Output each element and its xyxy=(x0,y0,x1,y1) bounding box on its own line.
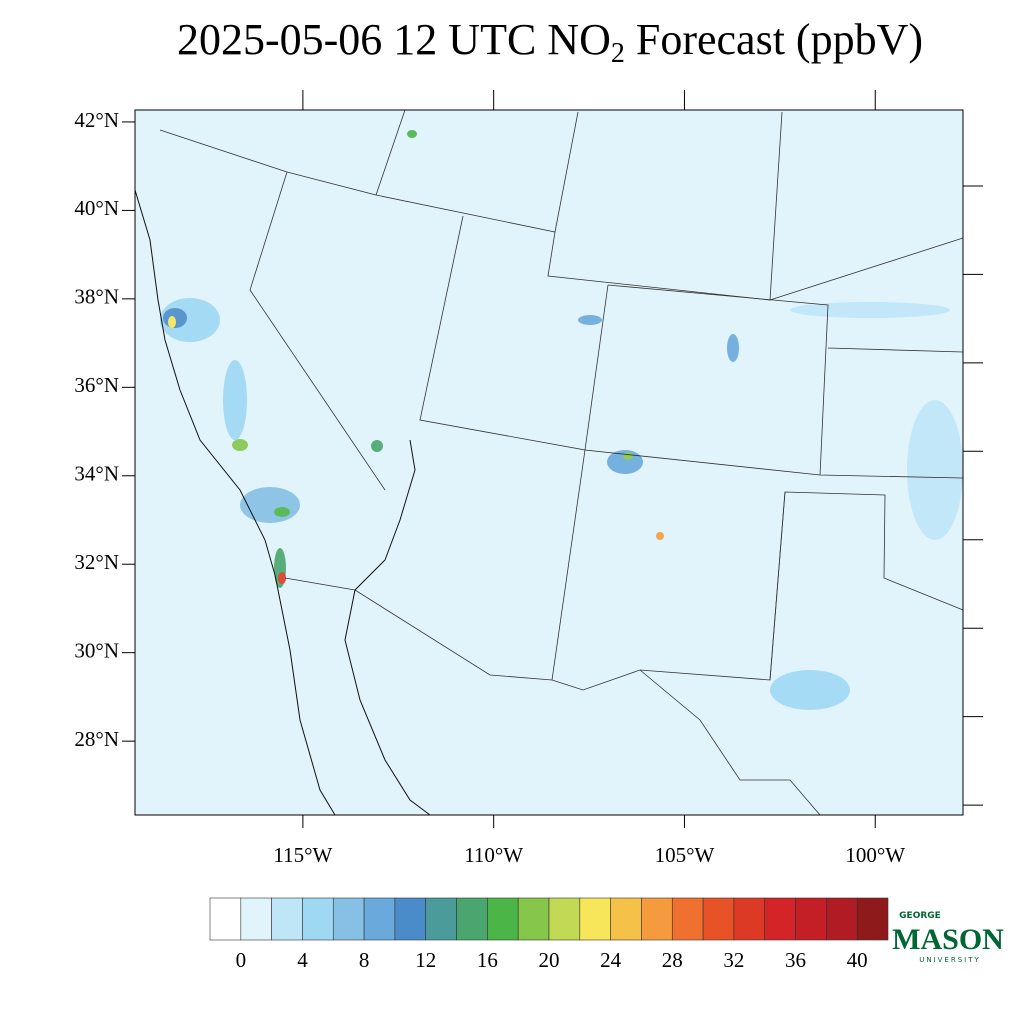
colorbar-box xyxy=(856,897,889,941)
colorbar-box xyxy=(271,897,303,941)
y-tick-label: 30°N xyxy=(74,638,119,662)
colorbar-box xyxy=(795,897,827,941)
x-tick-label: 105°W xyxy=(655,843,715,867)
colorbar-box xyxy=(579,897,611,941)
colorbar-box xyxy=(610,897,642,941)
y-tick-label: 42°N xyxy=(74,108,119,132)
x-tick-label: 100°W xyxy=(845,843,905,867)
colorbar-box xyxy=(702,897,735,941)
x-tick-label: 115°W xyxy=(273,843,332,867)
colorbar-tick-label: 4 xyxy=(297,948,308,972)
coastline xyxy=(134,189,431,816)
colorbar-tick-label: 36 xyxy=(785,948,806,972)
y-tick-label: 36°N xyxy=(74,373,119,397)
colorbar-box xyxy=(487,897,519,941)
colorbar-box xyxy=(240,897,272,941)
colorbar-tick-label: 20 xyxy=(539,948,560,972)
y-tick-label: 28°N xyxy=(74,727,119,751)
state-boundaries xyxy=(159,109,964,816)
colorbar-tick-label: 28 xyxy=(662,948,683,972)
colorbar-box xyxy=(548,897,581,941)
colorbar-box xyxy=(302,897,334,941)
y-tick-label: 32°N xyxy=(74,550,119,574)
logo-main: MASON xyxy=(892,923,1004,956)
colorbar-box xyxy=(425,897,457,941)
colorbar-tick-label: 32 xyxy=(723,948,744,972)
title-subscript: 2 xyxy=(611,38,625,69)
colorbar-box xyxy=(826,897,858,941)
colorbar-box xyxy=(332,897,365,941)
colorbar-tick-label: 24 xyxy=(600,948,622,972)
title: 2025-05-06 12 UTC NO2 Forecast (ppbV) xyxy=(177,15,923,69)
colorbar-box xyxy=(671,897,704,941)
y-tick-label: 40°N xyxy=(74,196,119,220)
colorbar-box xyxy=(733,897,766,941)
colorbar-tick-label: 12 xyxy=(415,948,436,972)
plumes xyxy=(160,130,963,710)
title-text: Forecast (ppbV) xyxy=(625,15,923,64)
colorbar-box xyxy=(641,897,673,941)
colorbar-tick-label: 16 xyxy=(477,948,498,972)
y-tick-label: 38°N xyxy=(74,285,119,309)
colorbar-box xyxy=(456,897,488,941)
logo-bottom: UNIVERSITY xyxy=(919,956,981,964)
colorbar-box xyxy=(363,897,396,941)
colorbar-box xyxy=(764,897,796,941)
y-tick-label: 34°N xyxy=(74,462,119,486)
colorbar-tick-label: 40 xyxy=(847,948,868,972)
colorbar-tick-label: 0 xyxy=(236,948,247,972)
colorbar-box xyxy=(517,897,550,941)
colorbar-box xyxy=(209,897,242,941)
colorbar-tick-label: 8 xyxy=(359,948,370,972)
colorbar-box xyxy=(394,897,427,941)
x-tick-label: 110°W xyxy=(464,843,523,867)
map-background xyxy=(135,110,963,815)
logo-top: GEORGE xyxy=(899,911,941,921)
map-frame xyxy=(134,109,964,816)
title-text: 2025-05-06 12 UTC NO xyxy=(177,15,611,64)
